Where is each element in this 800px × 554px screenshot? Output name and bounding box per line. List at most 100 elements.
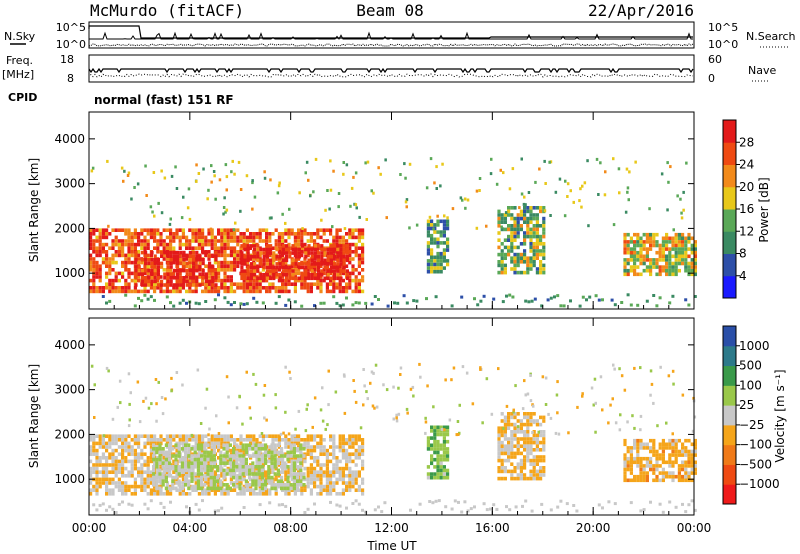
echo-cell [288,265,292,270]
echo-cell [196,457,200,462]
ground-scatter-cell [217,293,220,297]
echo-cell [156,261,160,266]
echo-cell [217,232,221,236]
echo-cell [121,246,125,250]
echo-cell [101,232,105,236]
echo-cell [89,246,93,250]
echo-cell [257,461,261,465]
echo-cell [523,448,527,452]
echo-cell [92,250,96,254]
echo-cell [108,463,112,467]
echo-cell [626,268,630,273]
echo-cell [249,232,253,236]
echo-cell [172,438,176,442]
echo-cell [293,278,297,283]
echo-cell [188,286,192,290]
echo-cell [436,432,440,437]
echo-cell [130,463,134,467]
echo-cell [539,252,543,257]
echo-cell [677,254,681,259]
echo-cell [121,260,125,265]
echo-cell [213,289,217,294]
echo-cell [177,468,181,473]
echo-cell [516,216,520,221]
echo-cell [175,289,179,294]
echo-cell [169,258,173,262]
echo-cell [244,443,248,447]
echo-cell [442,241,446,245]
colorbar-tick-label: 20 [739,180,754,194]
echo-cell [503,213,507,217]
echo-cell [313,456,317,460]
echo-cell [253,244,257,248]
echo-cell [108,434,112,438]
scatter-cell [580,205,583,209]
echo-cell [529,451,533,456]
scatter-cell [549,416,553,420]
ground-scatter-cell [172,304,176,308]
echo-cell [510,473,514,477]
echo-cell [668,456,672,461]
echo-cell [89,445,93,449]
echo-cell [526,422,530,427]
echo-cell [95,466,99,471]
y-tick-label: 1000 [54,472,85,486]
ground-scatter-cell [613,303,617,307]
echo-cell [439,472,443,476]
echo-cell [127,441,131,446]
ground-scatter-cell [114,511,118,514]
scatter-cell [508,187,512,191]
echo-cell [229,466,233,471]
echo-cell [169,246,173,250]
echo-cell [532,245,536,250]
echo-cell [276,468,280,473]
echo-cell [95,474,99,478]
echo-cell [313,448,317,453]
echo-cell [535,444,539,448]
echo-cell [322,484,326,489]
ground-scatter-cell [450,507,454,511]
scatter-cell [671,432,674,436]
echo-cell [267,472,271,476]
echo-cell [195,254,199,258]
ground-scatter-cell [255,300,259,304]
echo-cell [223,253,227,258]
echo-cell [153,265,157,269]
echo-cell [155,447,159,451]
echo-cell [187,465,191,469]
echo-cell [361,268,365,272]
echo-cell [164,450,168,455]
echo-cell [209,486,213,491]
echo-cell [357,235,361,240]
ground-scatter-cell [137,296,140,300]
echo-cell [156,438,160,442]
echo-cell [261,434,265,438]
echo-cell [130,242,134,247]
echo-cell [209,454,213,458]
echo-cell [690,236,694,241]
echo-cell [146,289,150,294]
echo-cell [98,286,102,290]
echo-cell [239,445,243,449]
echo-cell [114,286,118,290]
echo-cell [169,434,173,438]
echo-cell [497,216,501,221]
echo-cell [257,450,261,455]
echo-cell [523,440,527,445]
echo-cell [633,446,637,450]
echo-cell [184,479,188,483]
echo-cell [95,253,99,258]
echo-cell [245,286,249,290]
ground-scatter-cell [556,505,560,509]
echo-cell [333,254,337,259]
echo-cell [92,246,96,250]
echo-cell [98,484,102,489]
echo-cell [161,472,165,476]
echo-cell [197,492,201,496]
echo-cell [292,475,296,480]
ground-scatter-cell [364,510,368,514]
echo-cell [127,484,131,489]
echo-cell [333,265,337,270]
echo-cell [341,492,345,496]
